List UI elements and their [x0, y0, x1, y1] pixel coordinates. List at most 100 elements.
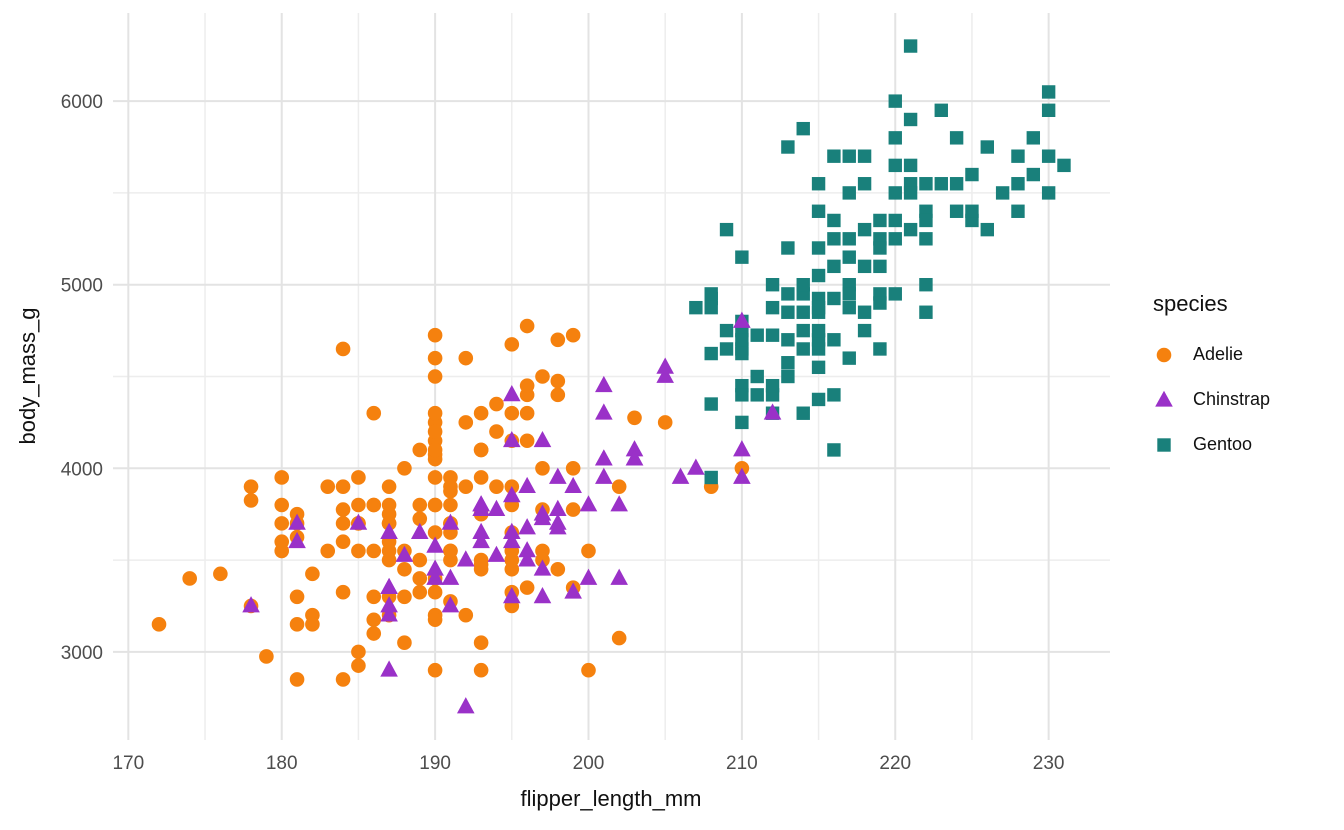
data-point [995, 186, 1010, 200]
data-point [1026, 131, 1041, 145]
series-adelie [151, 318, 750, 687]
data-point [704, 470, 718, 485]
data-point [519, 580, 535, 595]
data-point [458, 479, 474, 494]
data-point [243, 479, 259, 494]
data-point [719, 222, 734, 237]
data-point [427, 369, 443, 384]
data-point [427, 424, 443, 439]
data-point [627, 410, 642, 426]
data-point [380, 577, 398, 595]
data-point [625, 440, 644, 457]
data-point [949, 204, 964, 218]
data-point [274, 516, 290, 531]
data-point [427, 470, 443, 485]
data-point [550, 332, 566, 348]
data-point [550, 561, 566, 577]
x-tick-label: 230 [1033, 753, 1065, 774]
data-point [873, 259, 887, 274]
data-point [903, 39, 918, 53]
data-point [811, 177, 826, 191]
data-point [503, 385, 521, 402]
data-point [689, 300, 703, 315]
data-point [412, 511, 428, 527]
x-tick-label: 210 [726, 753, 758, 774]
data-point [533, 504, 552, 521]
data-point [719, 342, 734, 356]
data-point [842, 250, 856, 264]
y-axis-title: body_mass_g [15, 307, 40, 445]
data-point [289, 672, 305, 687]
data-point [518, 550, 536, 567]
data-point [1011, 149, 1025, 163]
y-tick-label: 3000 [61, 643, 103, 664]
data-point [504, 405, 520, 421]
data-point [427, 612, 443, 628]
data-point [473, 552, 489, 568]
data-point [827, 213, 841, 228]
data-point [504, 337, 520, 352]
data-point [412, 442, 428, 458]
data-point [427, 525, 443, 540]
data-point [581, 662, 596, 678]
data-point [182, 571, 197, 586]
data-point [519, 433, 535, 449]
data-point [873, 342, 887, 356]
gridlines-major [113, 13, 1110, 740]
data-point [487, 499, 506, 516]
data-point [765, 328, 780, 342]
y-tick-label: 4000 [61, 459, 103, 480]
data-point [579, 568, 598, 585]
data-point [656, 357, 674, 374]
data-point [335, 584, 351, 600]
data-point [397, 635, 412, 650]
gridlines-minor [113, 13, 1110, 740]
data-point [671, 467, 690, 484]
data-point [811, 392, 826, 407]
data-point [934, 177, 948, 191]
data-point [625, 449, 644, 466]
data-point [595, 403, 613, 420]
data-point [765, 300, 780, 315]
data-point [458, 607, 474, 623]
data-point [842, 300, 856, 315]
data-point [412, 497, 428, 513]
data-point [519, 318, 535, 334]
data-point [443, 479, 458, 494]
data-point [827, 291, 841, 306]
data-point [473, 662, 489, 678]
data-point [366, 497, 382, 513]
data-point [335, 479, 351, 494]
data-point [735, 250, 749, 264]
data-point [796, 278, 810, 292]
data-point [518, 518, 536, 535]
data-point [811, 323, 826, 338]
legend-item-adelie: Adelie [1151, 339, 1270, 370]
data-point [687, 458, 705, 475]
x-axis-title: flipper_length_mm [520, 786, 702, 811]
x-tick-label: 180 [266, 753, 298, 774]
series-gentoo [689, 39, 1071, 485]
data-point [781, 369, 795, 384]
data-point [426, 568, 444, 585]
data-point [519, 405, 535, 421]
data-point [827, 259, 841, 274]
data-point [781, 241, 795, 255]
data-point [427, 327, 443, 343]
data-point [842, 186, 856, 200]
data-point [781, 305, 795, 319]
data-point [1041, 103, 1056, 118]
data-point [1041, 186, 1056, 200]
data-point [857, 305, 872, 319]
x-tick-label: 170 [112, 753, 144, 774]
data-point [781, 140, 795, 154]
data-point [965, 204, 979, 218]
data-point [595, 449, 613, 466]
data-point [535, 460, 550, 476]
data-point [595, 375, 613, 393]
legend-label: Adelie [1193, 344, 1244, 364]
data-point [796, 323, 810, 338]
circle-marker-icon [1156, 347, 1172, 362]
